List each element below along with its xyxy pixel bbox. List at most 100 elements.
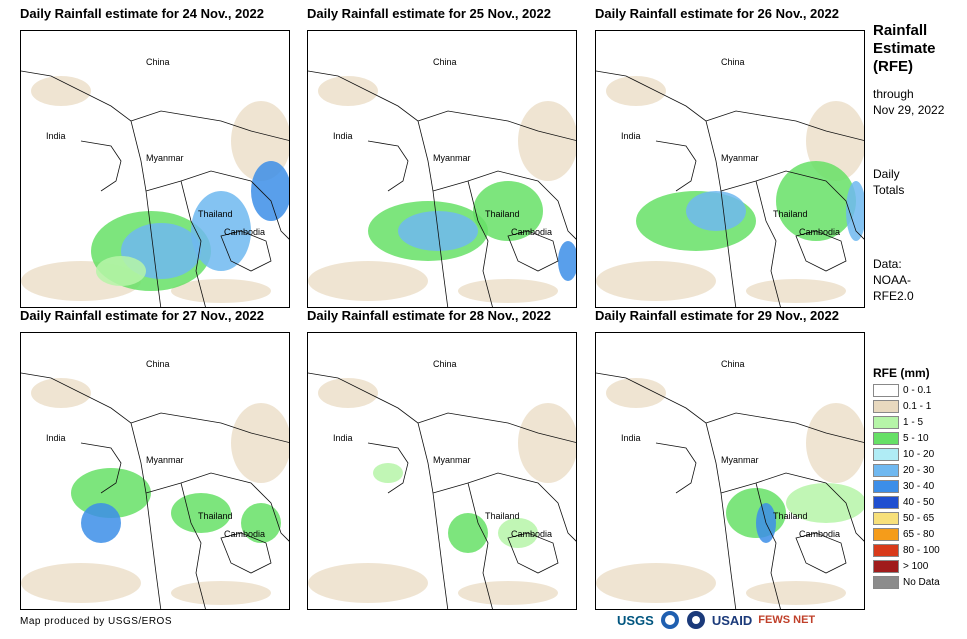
legend-swatch (873, 559, 899, 573)
map-label-thailand: Thailand (773, 209, 808, 219)
daily-label: Daily (873, 167, 900, 181)
data-source-line2: RFE2.0 (873, 289, 914, 303)
rainfall-panel-2: Daily Rainfall estimate for 25 Nov., 202… (307, 6, 597, 308)
country-border (596, 372, 737, 609)
sidebar-through: through Nov 29, 2022 (873, 86, 944, 118)
country-border (507, 230, 559, 272)
rainfall-map: China India Myanmar Thailand Cambodia (307, 30, 577, 308)
sidebar-title-line2: Estimate (873, 40, 936, 57)
through-label: through (873, 87, 914, 101)
rainfall-patch (171, 581, 271, 605)
legend-item: 30 - 40 (873, 478, 963, 494)
map-label-cambodia: Cambodia (511, 529, 553, 539)
panel-title: Daily Rainfall estimate for 26 Nov., 202… (595, 6, 839, 21)
map-label-china: China (433, 57, 457, 67)
legend-rows: 0 - 0.1 0.1 - 1 1 - 5 5 - 10 10 - 20 20 - 30 3… (873, 382, 963, 590)
sidebar-data-source: Data: NOAA- RFE2.0 (873, 256, 914, 304)
country-border (720, 472, 864, 542)
fewsnet-logo: FEWS NET (758, 614, 816, 626)
legend-title: RFE (mm) (873, 366, 930, 380)
map-canvas (596, 372, 864, 609)
map-label-thailand: Thailand (485, 511, 520, 521)
rainfall-patch (518, 101, 576, 181)
legend-label: > 100 (903, 560, 929, 572)
rainfall-patch (686, 191, 746, 231)
country-border (21, 372, 162, 609)
legend: RFE (mm) 0 - 0.1 0.1 - 1 1 - 5 5 - 10 10 - 2… (873, 366, 963, 590)
rainfall-patch (373, 463, 403, 483)
country-border (180, 482, 206, 609)
legend-swatch (873, 575, 899, 589)
rainfall-patch (21, 563, 141, 603)
map-label-india: India (46, 131, 66, 141)
legend-swatch (873, 511, 899, 525)
country-border (795, 532, 847, 574)
map-label-thailand: Thailand (485, 209, 520, 219)
country-border (145, 170, 289, 240)
panel-title: Daily Rainfall estimate for 25 Nov., 202… (307, 6, 551, 21)
map-canvas (596, 70, 864, 307)
sidebar-title: Rainfall Estimate (RFE) (873, 22, 936, 76)
country-border (417, 412, 576, 443)
totals-label: Totals (873, 183, 905, 197)
rainfall-patch (558, 241, 576, 281)
rainfall-patch (81, 503, 121, 543)
legend-label: 65 - 80 (903, 528, 935, 540)
map-label-myanmar: Myanmar (433, 455, 471, 465)
rainfall-map: China India Myanmar Thailand Cambodia (595, 332, 865, 610)
rainfall-patch (806, 101, 864, 181)
through-date: Nov 29, 2022 (873, 103, 945, 117)
rainfall-patch (241, 503, 281, 543)
rainfall-panel-1: Daily Rainfall estimate for 24 Nov., 202… (20, 6, 310, 308)
usgs-logo: USGS (617, 612, 654, 628)
sidebar-title-line1: Rainfall (873, 22, 928, 39)
legend-item: 40 - 50 (873, 494, 963, 510)
map-label-thailand: Thailand (198, 209, 233, 219)
legend-swatch (873, 463, 899, 477)
country-border (705, 412, 864, 443)
legend-item: 0 - 0.1 (873, 382, 963, 398)
rainfall-patch (191, 191, 251, 271)
map-label-india: India (621, 131, 641, 141)
legend-item: 20 - 30 (873, 462, 963, 478)
legend-item: No Data (873, 574, 963, 590)
legend-swatch (873, 495, 899, 509)
country-border (308, 372, 449, 609)
country-border (145, 472, 289, 542)
legend-label: 10 - 20 (903, 448, 935, 460)
map-canvas (308, 372, 576, 609)
country-border (467, 180, 493, 307)
rainfall-patch (596, 261, 716, 301)
rainfall-map: China India Myanmar Thailand Cambodia (595, 30, 865, 308)
rainfall-patch (473, 181, 543, 241)
legend-swatch (873, 527, 899, 541)
map-label-india: India (333, 131, 353, 141)
data-label: Data: (873, 257, 902, 271)
map-label-cambodia: Cambodia (511, 227, 553, 237)
panel-title: Daily Rainfall estimate for 29 Nov., 202… (595, 308, 839, 323)
map-label-myanmar: Myanmar (146, 455, 184, 465)
legend-label: 1 - 5 (903, 416, 924, 428)
rainfall-patch (31, 378, 91, 408)
rainfall-patch (458, 581, 558, 605)
logo-bar: USGS USAID FEWS NET (617, 608, 815, 632)
rainfall-patch (596, 563, 716, 603)
country-border (220, 230, 272, 272)
rainfall-map: China India Myanmar Thailand Cambodia (307, 332, 577, 610)
legend-label: 0.1 - 1 (903, 400, 932, 412)
legend-item: 50 - 65 (873, 510, 963, 526)
rainfall-patch (606, 378, 666, 408)
legend-item: 65 - 80 (873, 526, 963, 542)
map-label-india: India (333, 433, 353, 443)
legend-swatch (873, 399, 899, 413)
map-label-thailand: Thailand (198, 511, 233, 521)
legend-label: 40 - 50 (903, 496, 935, 508)
panel-title: Daily Rainfall estimate for 24 Nov., 202… (20, 6, 264, 21)
rainfall-patch (231, 101, 289, 181)
country-border (80, 140, 122, 192)
sidebar-daily-totals: Daily Totals (873, 166, 904, 198)
rainfall-patch (251, 161, 289, 221)
country-border (417, 110, 576, 141)
country-border (655, 442, 697, 494)
country-border (705, 110, 864, 141)
